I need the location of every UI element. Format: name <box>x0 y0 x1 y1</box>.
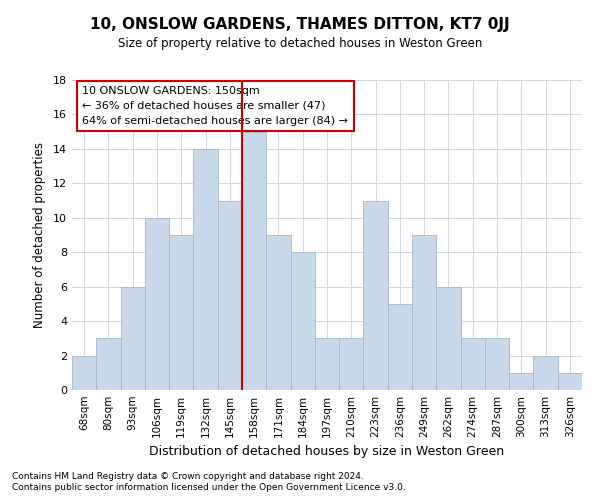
Text: Size of property relative to detached houses in Weston Green: Size of property relative to detached ho… <box>118 38 482 51</box>
Bar <box>412 235 436 390</box>
Bar <box>96 338 121 390</box>
Bar <box>558 373 582 390</box>
Bar <box>193 149 218 390</box>
Text: 10, ONSLOW GARDENS, THAMES DITTON, KT7 0JJ: 10, ONSLOW GARDENS, THAMES DITTON, KT7 0… <box>90 18 510 32</box>
Bar <box>315 338 339 390</box>
Bar <box>266 235 290 390</box>
Bar <box>218 200 242 390</box>
Text: Contains public sector information licensed under the Open Government Licence v3: Contains public sector information licen… <box>12 484 406 492</box>
Text: Contains HM Land Registry data © Crown copyright and database right 2024.: Contains HM Land Registry data © Crown c… <box>12 472 364 481</box>
Bar <box>72 356 96 390</box>
Y-axis label: Number of detached properties: Number of detached properties <box>33 142 46 328</box>
Text: 10 ONSLOW GARDENS: 150sqm
← 36% of detached houses are smaller (47)
64% of semi-: 10 ONSLOW GARDENS: 150sqm ← 36% of detac… <box>82 86 348 126</box>
Bar <box>290 252 315 390</box>
Bar <box>485 338 509 390</box>
Bar <box>436 286 461 390</box>
Bar <box>388 304 412 390</box>
Bar <box>509 373 533 390</box>
Bar <box>461 338 485 390</box>
Bar <box>533 356 558 390</box>
Bar <box>121 286 145 390</box>
Bar <box>364 200 388 390</box>
X-axis label: Distribution of detached houses by size in Weston Green: Distribution of detached houses by size … <box>149 446 505 458</box>
Bar <box>242 132 266 390</box>
Bar <box>339 338 364 390</box>
Bar <box>145 218 169 390</box>
Bar <box>169 235 193 390</box>
